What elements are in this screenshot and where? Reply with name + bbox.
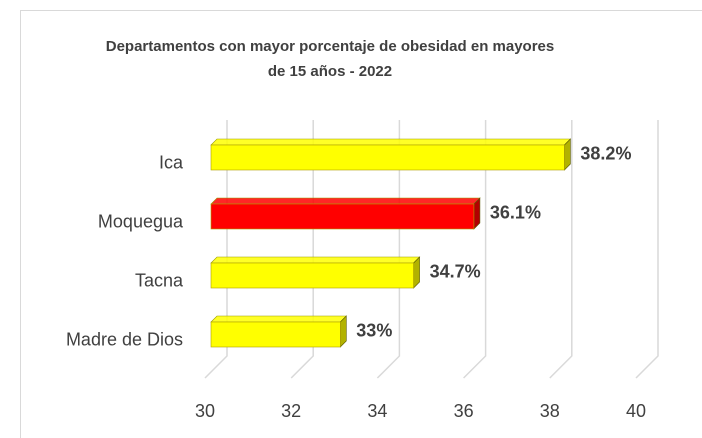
bar-top <box>210 256 421 264</box>
x-tick-label: 38 <box>540 401 560 421</box>
x-tick-label: 32 <box>281 401 301 421</box>
data-label: 36.1% <box>490 202 541 222</box>
bar <box>210 321 341 348</box>
chart-title: Departamentos con mayor porcentaje de ob… <box>105 38 555 80</box>
y-tick-label: Madre de Dios <box>66 329 183 349</box>
y-tick-label: Moquegua <box>98 211 184 231</box>
x-tick-label: 40 <box>626 401 646 421</box>
x-tick-label: 36 <box>454 401 474 421</box>
grid-line <box>549 120 573 379</box>
y-tick-label: Ica <box>159 152 184 172</box>
data-label: 33% <box>356 320 392 340</box>
x-tick-label: 34 <box>367 401 387 421</box>
x-tick-label: 30 <box>195 401 215 421</box>
grid-line <box>463 120 487 379</box>
grid-line <box>635 120 659 379</box>
bar-top <box>210 315 348 323</box>
bar <box>210 144 565 171</box>
bar <box>210 203 475 230</box>
data-label: 38.2% <box>580 143 631 163</box>
bar-top <box>210 197 481 205</box>
data-label: 34.7% <box>430 261 481 281</box>
y-tick-label: Tacna <box>135 270 184 290</box>
bar-top <box>210 138 572 146</box>
bar <box>210 262 414 289</box>
